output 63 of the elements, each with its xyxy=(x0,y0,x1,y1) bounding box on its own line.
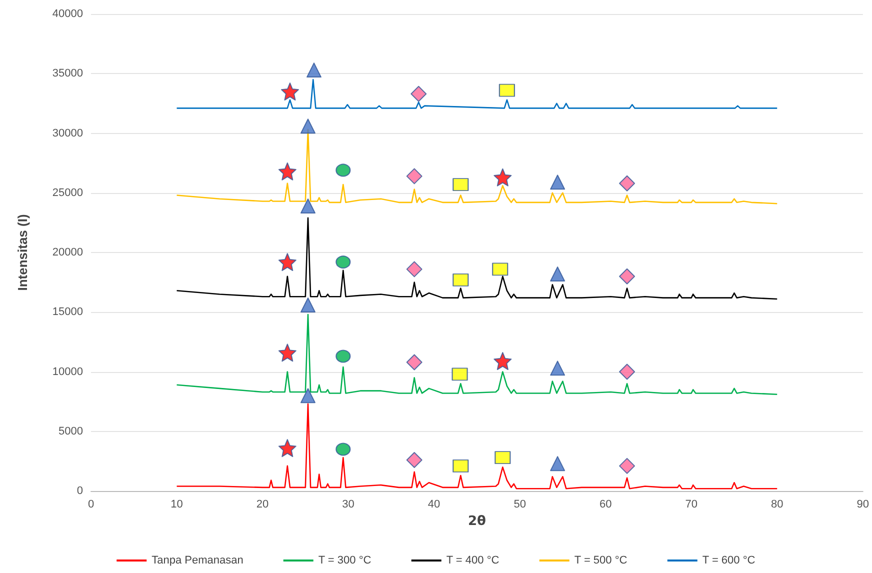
point xyxy=(550,266,566,282)
point xyxy=(336,350,351,363)
point xyxy=(406,452,422,468)
x-tick-label: 0 xyxy=(88,498,94,510)
point xyxy=(550,174,566,190)
point xyxy=(492,262,508,276)
point xyxy=(278,439,296,458)
point xyxy=(494,451,511,464)
y-tick-label: 0 xyxy=(76,485,83,497)
legend-label: T = 300 °C xyxy=(318,554,372,566)
point xyxy=(300,118,316,134)
point xyxy=(336,442,351,456)
point xyxy=(452,368,468,381)
y-tick-label: 25000 xyxy=(52,186,83,199)
legend-label: T = 600 °C xyxy=(702,554,756,566)
legend-label: T = 500 °C xyxy=(574,554,628,566)
point xyxy=(619,175,636,192)
y-tick-label: 35000 xyxy=(52,68,83,80)
point xyxy=(406,261,422,278)
point xyxy=(406,168,422,184)
x-axis-title: 2θ xyxy=(468,514,486,529)
legend-label: Tanpa Pemanasan xyxy=(152,554,244,566)
x-tick-label: 50 xyxy=(514,498,526,510)
point xyxy=(619,458,636,474)
point xyxy=(306,62,322,78)
point xyxy=(278,162,296,180)
point xyxy=(550,360,566,376)
point xyxy=(280,82,299,101)
x-tick-label: 20 xyxy=(256,498,269,510)
point xyxy=(619,268,636,284)
y-axis-title: Intensitas (I) xyxy=(15,214,30,291)
point xyxy=(550,456,566,472)
point xyxy=(300,198,316,214)
x-tick-label: 10 xyxy=(170,498,183,510)
point xyxy=(278,344,296,362)
point xyxy=(452,273,469,286)
point xyxy=(498,84,515,97)
x-tick-label: 30 xyxy=(342,498,354,510)
point xyxy=(278,253,296,272)
x-tick-label: 70 xyxy=(685,498,698,510)
line-series xyxy=(176,78,778,109)
x-tick-label: 80 xyxy=(770,498,784,510)
point xyxy=(300,297,316,312)
point xyxy=(300,388,316,404)
x-tick-label: 60 xyxy=(599,498,612,510)
y-tick-label: 10000 xyxy=(52,366,83,378)
point xyxy=(452,178,469,192)
point xyxy=(336,256,351,269)
point xyxy=(406,354,422,370)
point xyxy=(494,352,512,370)
point xyxy=(619,364,636,380)
y-tick-label: 30000 xyxy=(52,127,83,140)
y-tick-label: 20000 xyxy=(52,246,83,258)
point xyxy=(452,459,469,472)
point xyxy=(410,86,427,102)
y-tick-label: 15000 xyxy=(52,306,83,318)
y-tick-label: 40000 xyxy=(52,8,83,20)
x-tick-label: 40 xyxy=(428,498,440,510)
x-tick-label: 90 xyxy=(856,498,870,510)
legend-label: T = 400 °C xyxy=(446,554,500,566)
point xyxy=(336,164,351,177)
point xyxy=(494,168,512,186)
y-tick-label: 5000 xyxy=(58,425,83,438)
